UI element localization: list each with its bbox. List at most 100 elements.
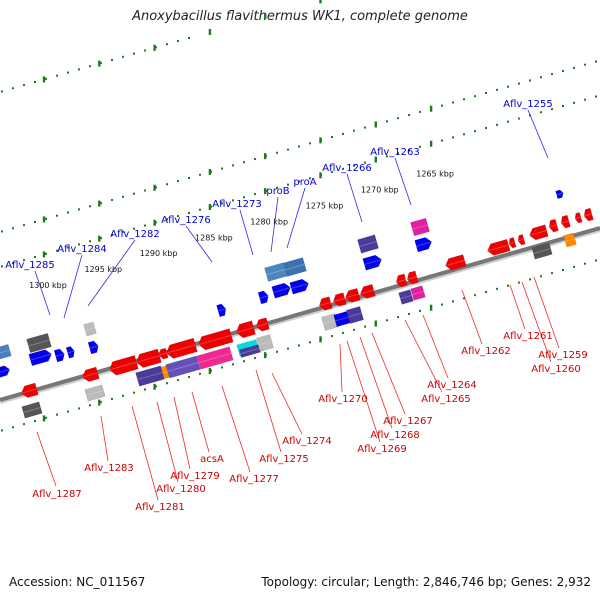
gene-box[interactable] [165, 355, 201, 379]
reverse-gene-label[interactable]: Aflv_1274 [282, 436, 332, 447]
gene-box[interactable] [238, 344, 262, 358]
gene-box[interactable] [264, 262, 288, 282]
forward-gene-label[interactable]: Aflv_1284 [57, 244, 107, 255]
reverse-gene-label[interactable]: Aflv_1259 [538, 350, 588, 361]
reverse-gene-label[interactable]: Aflv_1275 [259, 454, 309, 465]
forward-gene-arrow[interactable] [87, 340, 100, 355]
gene-box[interactable] [135, 365, 165, 387]
reverse-gene-arrow[interactable] [344, 287, 361, 303]
reverse-gene-arrow[interactable] [255, 317, 270, 333]
reverse-gene-label[interactable]: Aflv_1270 [318, 394, 368, 405]
reverse-gene-arrow[interactable] [197, 328, 234, 352]
forward-gene-arrow[interactable] [555, 189, 565, 200]
forward-gene-arrow[interactable] [28, 348, 53, 367]
forward-gene-arrow[interactable] [0, 365, 11, 378]
forward-gene-arrow[interactable] [53, 348, 66, 363]
reverse-gene-arrow[interactable] [528, 224, 549, 241]
forward-gene-label[interactable]: proB [266, 186, 289, 197]
gene-box[interactable] [0, 343, 12, 361]
reverse-gene-arrow[interactable] [560, 214, 571, 229]
reverse-gene-label[interactable]: Aflv_1280 [156, 484, 206, 495]
kbp-label: 1285 kbp [195, 233, 233, 242]
forward-gene-label[interactable]: Aflv_1263 [370, 147, 420, 158]
reverse-gene-label[interactable]: Aflv_1281 [135, 502, 185, 513]
forward-gene-label[interactable]: proA [293, 177, 316, 188]
gene-box[interactable] [21, 401, 43, 419]
forward-gene-arrow[interactable] [289, 278, 311, 295]
reverse-gene-label[interactable]: Aflv_1269 [357, 444, 407, 455]
reverse-gene-arrow[interactable] [20, 382, 39, 399]
reverse-gene-label[interactable]: Aflv_1287 [32, 489, 82, 500]
forward-gene-label[interactable]: Aflv_1266 [322, 163, 372, 174]
forward-gene-label[interactable]: Aflv_1273 [212, 199, 262, 210]
reverse-gene-arrow[interactable] [108, 355, 139, 376]
reverse-gene-arrow[interactable] [165, 337, 198, 360]
gene-box[interactable] [346, 306, 364, 324]
inner-reverse-track-dot [474, 130, 476, 133]
forward-gene-label[interactable]: Aflv_1285 [5, 260, 55, 271]
reverse-gene-arrow[interactable] [508, 237, 517, 249]
reverse-gene-arrow[interactable] [359, 283, 376, 299]
inner-reverse-track-dot [584, 98, 586, 101]
forward-gene-label[interactable]: Aflv_1255 [503, 99, 553, 110]
forward-gene-arrow[interactable] [271, 282, 293, 299]
gene-box[interactable] [83, 321, 97, 337]
reverse-gene-label[interactable]: Aflv_1262 [461, 346, 511, 357]
forward-gene-label[interactable]: Aflv_1282 [110, 229, 160, 240]
gene-box[interactable] [531, 242, 553, 260]
inner-reverse-track-dot [463, 133, 465, 136]
inner-forward-track-dot [78, 208, 80, 211]
reverse-gene-arrow[interactable] [517, 234, 526, 246]
reverse-gene-arrow[interactable] [444, 254, 467, 271]
reverse-gene-label[interactable]: Aflv_1260 [531, 364, 581, 375]
reverse-gene-arrow[interactable] [81, 366, 100, 383]
gene-box[interactable] [410, 217, 430, 237]
forward-gene-arrow[interactable] [414, 236, 434, 253]
gene-box[interactable] [256, 334, 274, 352]
reverse-gene-label[interactable]: acsA [200, 454, 224, 465]
gene-box[interactable] [357, 234, 379, 254]
forward-gene-arrow[interactable] [216, 303, 228, 318]
reverse-gene-label[interactable]: Aflv_1268 [370, 430, 420, 441]
outer-reverse-track-dot [34, 419, 36, 422]
gene-box[interactable] [84, 384, 106, 402]
outer-reverse-track-dot [144, 388, 146, 391]
gene-box[interactable] [283, 257, 307, 277]
gene-box[interactable] [398, 289, 414, 305]
inner-forward-track-major-tick [98, 200, 101, 207]
gene-box[interactable] [333, 310, 351, 328]
outer-reverse-track-dot [155, 385, 157, 388]
reverse-gene-arrow[interactable] [135, 348, 162, 369]
reverse-gene-arrow[interactable] [406, 270, 419, 285]
reverse-gene-arrow[interactable] [486, 238, 511, 257]
reverse-gene-label[interactable]: Aflv_1265 [421, 394, 471, 405]
label-leader-line [173, 396, 191, 470]
outer-reverse-track-dot [199, 372, 201, 375]
outer-reverse-track-dot [584, 262, 586, 265]
reverse-gene-label[interactable]: Aflv_1277 [229, 474, 279, 485]
reverse-gene-arrow[interactable] [395, 273, 408, 288]
forward-gene-arrow[interactable] [362, 254, 384, 271]
reverse-gene-label[interactable]: Aflv_1261 [503, 331, 553, 342]
reverse-gene-arrow[interactable] [574, 212, 583, 224]
inner-reverse-track-major-tick [208, 203, 212, 210]
reverse-gene-arrow[interactable] [318, 296, 333, 312]
reverse-gene-label[interactable]: Aflv_1264 [427, 380, 477, 391]
gene-box[interactable] [410, 285, 426, 301]
forward-gene-arrow[interactable] [257, 290, 270, 305]
reverse-gene-arrow[interactable] [332, 292, 347, 308]
gene-box[interactable] [321, 313, 339, 331]
reverse-gene-arrow[interactable] [548, 218, 559, 233]
reverse-gene-arrow[interactable] [234, 320, 256, 339]
gene-box[interactable] [26, 332, 52, 354]
forward-gene-label[interactable]: Aflv_1276 [161, 215, 211, 226]
forward-gene-arrow[interactable] [65, 346, 76, 359]
gene-box[interactable] [196, 346, 234, 370]
reverse-gene-label[interactable]: Aflv_1267 [383, 416, 433, 427]
reverse-gene-arrow[interactable] [158, 347, 169, 360]
reverse-gene-label[interactable]: Aflv_1279 [170, 471, 220, 482]
outer-reverse-track-dot [364, 325, 366, 328]
gene-box[interactable] [563, 232, 577, 248]
reverse-gene-arrow[interactable] [583, 207, 594, 222]
reverse-gene-label[interactable]: Aflv_1283 [84, 463, 134, 474]
